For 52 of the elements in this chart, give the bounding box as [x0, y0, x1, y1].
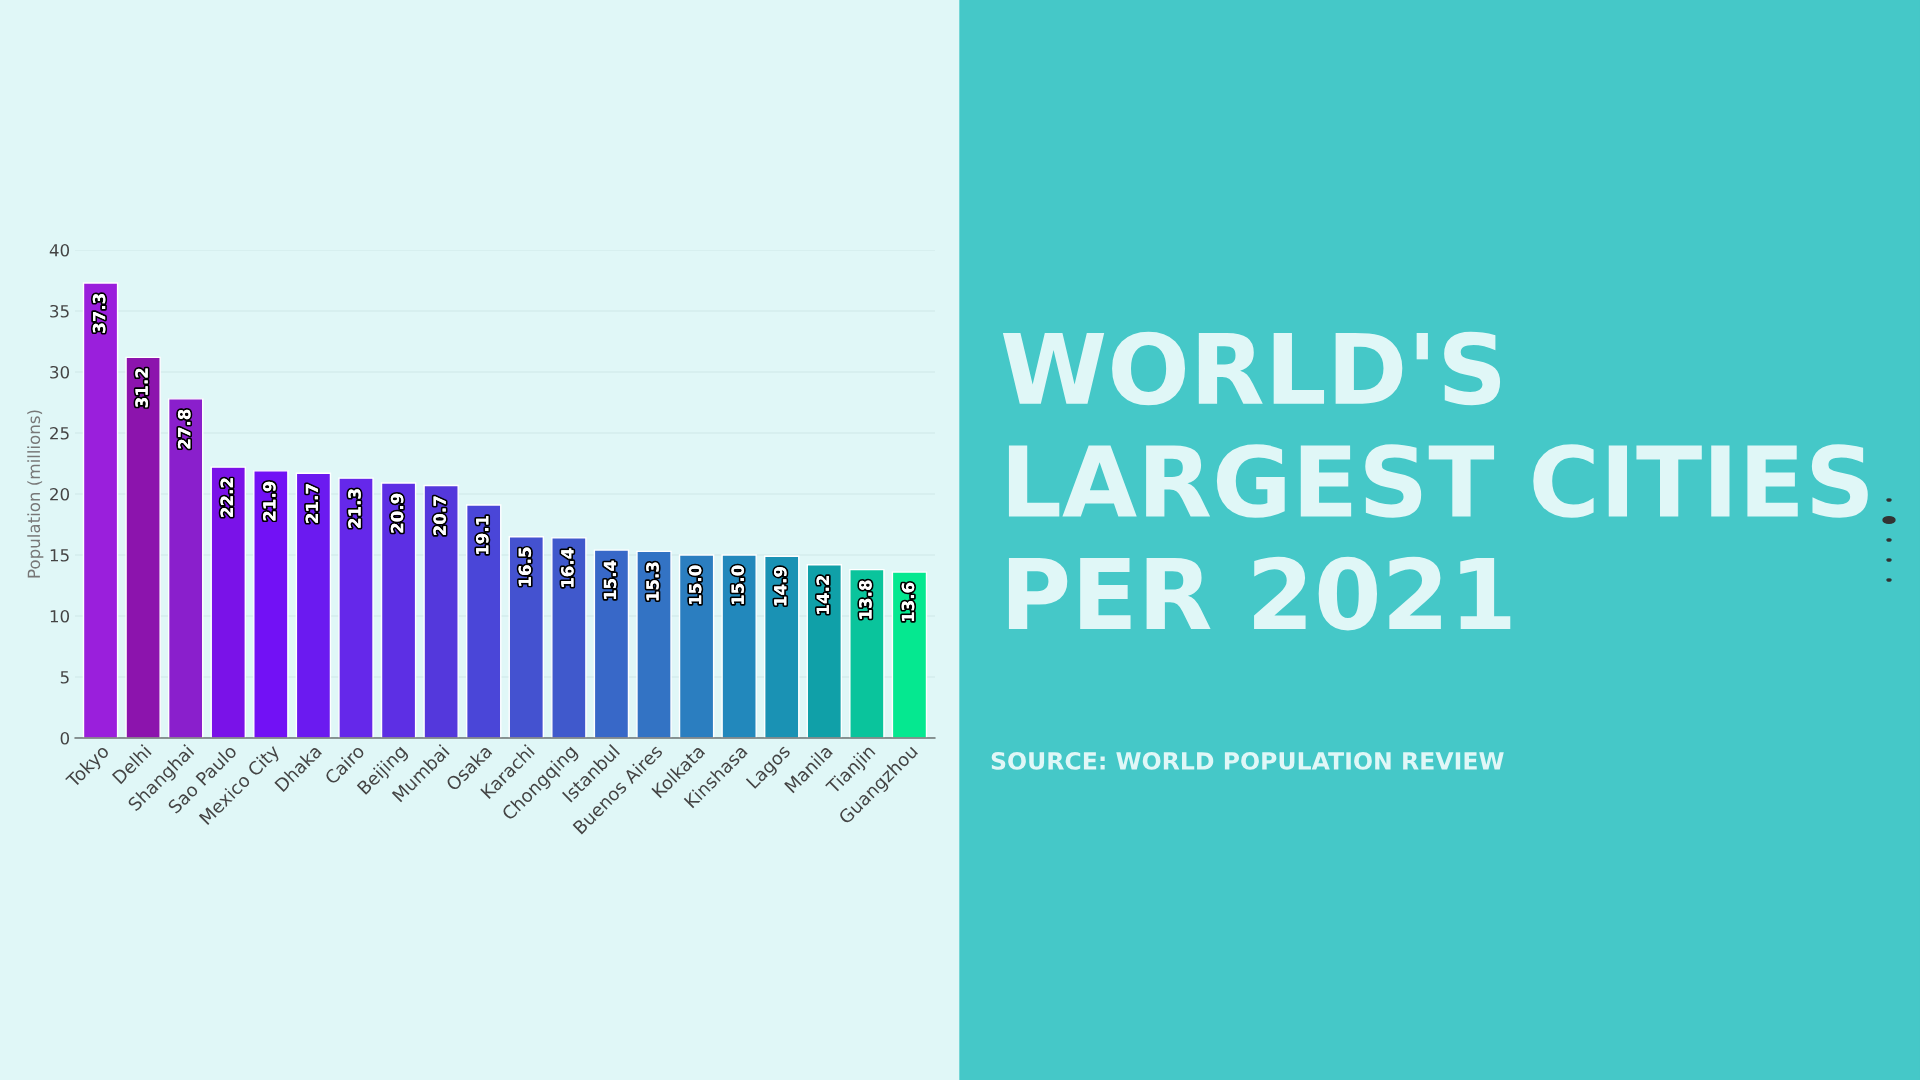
y-tick-label: 10 [50, 609, 70, 623]
bar [891, 571, 928, 738]
bar [508, 536, 545, 738]
data-label: 14.2 [816, 575, 829, 614]
bar [721, 554, 757, 738]
bar [82, 282, 119, 738]
y-tick-label: 40 [49, 243, 70, 257]
source-note: SOURCE: WORLD POPULATION REVIEW [991, 751, 1504, 770]
bar [253, 470, 289, 738]
data-label: 20.9 [390, 493, 404, 533]
y-tick-label: 15 [50, 549, 69, 562]
data-label: 31.2 [135, 368, 148, 408]
bar [210, 466, 246, 738]
bar [423, 484, 459, 738]
bar [295, 472, 332, 738]
data-label: 15.0 [731, 565, 744, 604]
bar [551, 537, 587, 738]
data-label: 27.8 [177, 409, 191, 449]
data-label: 22.2 [220, 478, 233, 517]
bar [380, 482, 417, 738]
data-label: 15.4 [603, 560, 617, 600]
bar [806, 564, 843, 738]
y-tick-label: 5 [60, 671, 69, 684]
data-label: 14.9 [773, 567, 787, 606]
text: WORLD'S LARGEST CITIES PER 2021 [1002, 331, 1868, 631]
data-label: 15.3 [646, 562, 659, 601]
y-tick-label: 20 [50, 487, 70, 501]
bar [636, 550, 672, 738]
data-label: 13.6 [901, 582, 915, 622]
bar [125, 356, 161, 738]
data-label: 15.0 [688, 565, 702, 604]
data-label: 21.3 [348, 489, 361, 528]
y-tick-label: 0 [60, 731, 70, 745]
bar [167, 398, 204, 738]
data-label: 37.3 [92, 294, 106, 333]
data-label: 19.1 [475, 515, 489, 554]
y-axis-title: Population (millions) [27, 410, 44, 578]
bar [678, 554, 715, 738]
bar [338, 477, 374, 738]
y-tick-label: 30 [50, 365, 70, 379]
bar [849, 568, 885, 738]
y-tick-label: 35 [50, 304, 69, 318]
bar [764, 555, 800, 738]
bar [465, 504, 502, 738]
data-label: 20.7 [433, 496, 446, 536]
data-label: 16.4 [561, 548, 574, 587]
y-tick-label: 25 [50, 426, 69, 440]
data-label: 16.5 [518, 547, 532, 586]
data-label: 21.9 [263, 481, 276, 521]
data-label: 13.8 [859, 580, 872, 619]
data-label: 21.7 [305, 484, 319, 523]
bar [593, 549, 630, 738]
